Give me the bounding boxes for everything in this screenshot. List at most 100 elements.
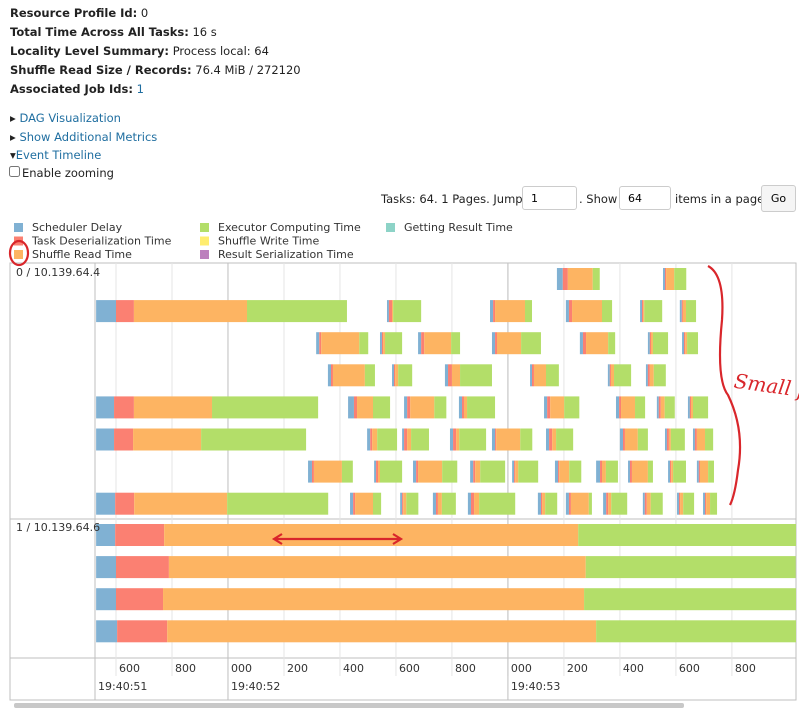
task-segment [679,300,682,323]
task-segment [407,396,411,419]
task-segment [416,460,419,483]
task-segment [376,460,379,483]
task-segment [201,428,307,451]
task-segment [490,300,494,323]
summary-line: Shuffle Read Size / Records: 76.4 MiB / … [10,63,301,77]
task-segment [316,332,320,355]
circle-mark [8,239,30,267]
zoom-checkbox[interactable] [9,166,20,177]
task-segment [459,428,487,451]
scrollbar[interactable] [14,703,684,708]
task-segment [311,460,314,483]
task-segment [610,364,615,387]
task-segment [532,364,534,387]
task-segment [495,300,526,323]
link-text[interactable]: DAG Visualization [19,111,121,125]
task-segment [435,492,438,515]
task-segment [96,492,116,515]
task-segment [578,524,796,546]
task-segment [451,332,461,355]
task-segment [403,492,407,515]
task-segment [644,492,647,515]
task-segment [600,460,602,483]
summary-value: 16 s [192,25,217,39]
task-segment [592,268,600,290]
task-segment [629,460,632,483]
task-segment [588,492,592,515]
task-segment [546,364,559,387]
task-segment [470,492,475,515]
task-segment [319,332,322,355]
task-segment [406,492,419,515]
legend-swatch [200,250,209,259]
zoom-label: Enable zooming [22,166,114,180]
task-segment [614,364,632,387]
task-segment [424,332,452,355]
task-segment [549,428,553,451]
task-segment [374,460,377,483]
summary-line: Resource Profile Id: 0 [10,6,148,20]
task-segment [460,364,492,387]
task-segment [462,396,464,419]
x-tick-label: 000 [231,662,252,675]
link-text[interactable]: Show Additional Metrics [19,130,158,144]
task-segment [467,396,496,419]
task-segment [133,428,202,451]
task-segment [404,396,408,419]
task-segment [442,460,458,483]
task-segment [367,428,371,451]
page-input[interactable] [522,186,577,210]
task-segment [381,332,384,355]
legend-label: Task Deserialization Time [31,235,172,248]
task-segment [556,428,574,451]
summary-value: 0 [140,6,149,20]
task-segment [491,428,496,451]
x-tick-label: 200 [567,662,588,675]
task-segment [463,396,468,419]
summary-value[interactable]: 1 [136,82,144,96]
task-segment [694,428,697,451]
task-segment [664,428,667,451]
task-segment [643,300,645,323]
legend-label: Executor Computing Time [218,221,361,234]
task-segment [167,620,597,643]
task-segment [379,460,403,483]
task-segment [698,460,700,483]
task-segment [673,460,686,483]
task-segment [658,396,661,419]
x-tick-label: 800 [455,662,476,675]
task-segment [611,492,628,515]
task-segment [393,364,396,387]
task-segment [515,460,519,483]
task-segment [687,332,699,355]
task-segment [525,300,533,323]
task-segment [479,492,516,515]
task-segment [449,428,454,451]
task-segment [379,332,382,355]
task-segment [682,332,685,355]
major-tick-label: 19:40:52 [231,680,280,693]
task-segment [353,396,358,419]
task-segment [530,364,533,387]
summary-label: Associated Job Ids: [10,82,133,96]
task-segment [308,460,312,483]
task-segment [411,428,429,451]
task-segment [565,300,569,323]
legend-swatch [14,250,23,259]
task-segment [558,460,560,483]
task-segment [685,300,697,323]
size-input[interactable] [619,186,671,210]
dag-link[interactable]: ▸ DAG Visualization [10,111,121,125]
task-segment [644,300,663,323]
go-button[interactable]: Go [761,185,796,212]
link-text[interactable]: Event Timeline [15,148,102,162]
task-segment [353,492,356,515]
timeline-link[interactable]: ▾Event Timeline [10,148,102,162]
task-segment [705,428,714,451]
task-segment [96,524,116,546]
metrics-link[interactable]: ▸ Show Additional Metrics [10,130,158,144]
task-segment [710,492,718,515]
task-segment [383,332,386,355]
task-segment [392,300,394,323]
summary-line: Associated Job Ids: 1 [10,82,144,96]
